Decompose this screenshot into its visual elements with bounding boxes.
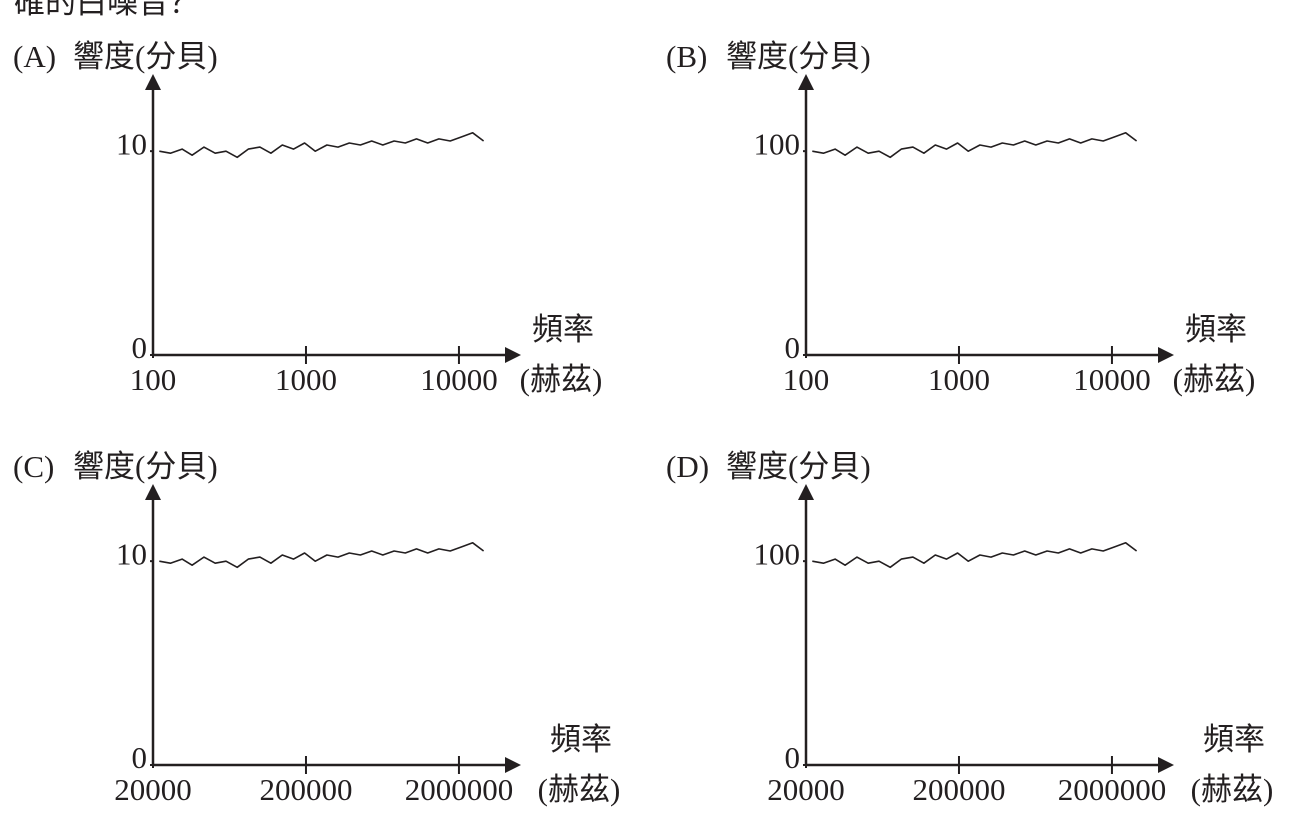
x-tick-label: 1000 xyxy=(928,362,990,397)
x-tick-label: 20000 xyxy=(767,772,845,807)
panel-label: (B) xyxy=(666,39,707,74)
x-axis-label: 頻率 xyxy=(550,722,612,757)
x-axis-label: (赫茲) xyxy=(538,772,621,807)
x-axis-label: 頻率 xyxy=(532,312,594,347)
panel-label: (A) xyxy=(13,39,56,74)
x-tick-label: 100 xyxy=(130,362,177,397)
x-tick-label: 200000 xyxy=(259,772,352,807)
x-axis-label: (赫茲) xyxy=(520,362,603,397)
y-tick-label: 100 xyxy=(754,126,801,161)
y-axis-label: 響度(分貝) xyxy=(73,449,218,484)
question-text: 確的白噪音？ xyxy=(14,0,200,20)
y-axis-arrow xyxy=(798,484,814,500)
data-line xyxy=(812,542,1138,569)
panel-label: (C) xyxy=(13,449,54,484)
y-tick-label: 10 xyxy=(116,126,147,161)
x-axis-arrow xyxy=(1158,757,1174,773)
x-tick-label: 1000 xyxy=(275,362,337,397)
y-axis-label: 響度(分貝) xyxy=(73,39,218,74)
y-axis-label: 響度(分貝) xyxy=(726,449,871,484)
x-axis-label: (赫茲) xyxy=(1173,362,1256,397)
y-axis-arrow xyxy=(145,74,161,90)
x-axis-label: 頻率 xyxy=(1185,312,1247,347)
y-axis-label: 響度(分貝) xyxy=(726,39,871,74)
data-line xyxy=(159,542,485,569)
x-axis-arrow xyxy=(1158,347,1174,363)
y-tick-label: 0 xyxy=(132,330,148,365)
x-axis-arrow xyxy=(505,757,521,773)
y-tick-label: 100 xyxy=(754,536,801,571)
x-tick-label: 100 xyxy=(783,362,830,397)
x-axis-label: 頻率 xyxy=(1203,722,1265,757)
y-tick-label: 0 xyxy=(785,330,801,365)
x-tick-label: 10000 xyxy=(420,362,498,397)
x-axis-arrow xyxy=(505,347,521,363)
data-line xyxy=(159,132,485,159)
x-tick-label: 2000000 xyxy=(1058,772,1167,807)
y-axis-arrow xyxy=(798,74,814,90)
x-tick-label: 2000000 xyxy=(405,772,514,807)
x-tick-label: 10000 xyxy=(1073,362,1151,397)
x-tick-label: 200000 xyxy=(912,772,1005,807)
y-tick-label: 10 xyxy=(116,536,147,571)
panel-label: (D) xyxy=(666,449,709,484)
x-tick-label: 20000 xyxy=(114,772,192,807)
x-axis-label: (赫茲) xyxy=(1191,772,1274,807)
data-line xyxy=(812,132,1138,159)
y-tick-label: 0 xyxy=(132,740,148,775)
y-tick-label: 0 xyxy=(785,740,801,775)
y-axis-arrow xyxy=(145,484,161,500)
